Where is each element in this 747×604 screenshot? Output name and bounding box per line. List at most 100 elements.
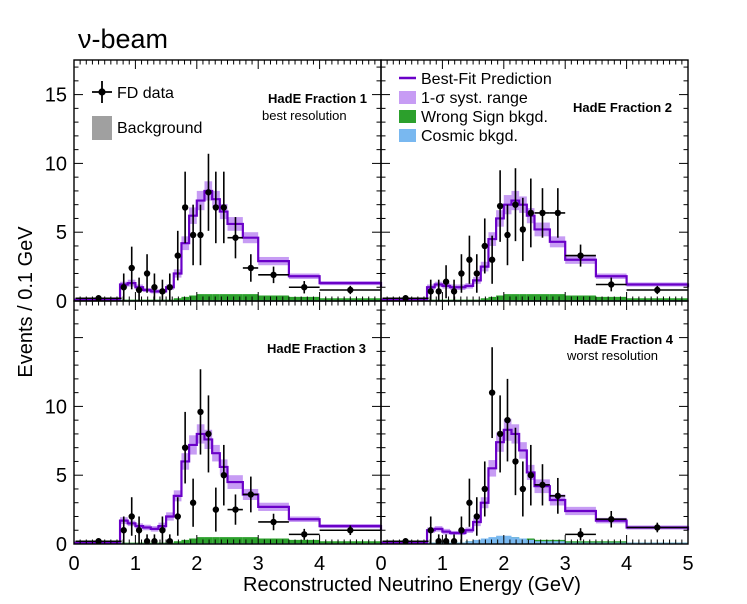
cosmic-bin xyxy=(519,538,527,544)
x-axis-label: Reconstructed Neutrino Energy (GeV) xyxy=(243,574,581,596)
wrong-sign-bin xyxy=(511,294,520,301)
data-point xyxy=(519,226,527,233)
data-point xyxy=(473,513,480,520)
y-tick-label: 5 xyxy=(56,222,67,244)
x-tick-label: 2 xyxy=(191,553,202,575)
x-tick-label: 4 xyxy=(314,553,325,575)
wrong-sign-bin xyxy=(212,537,220,544)
y-tick-label: 0 xyxy=(56,291,67,313)
data-point xyxy=(577,252,584,259)
wrong-sign-bin xyxy=(480,298,489,301)
wrong-sign-bin xyxy=(258,538,289,544)
data-point xyxy=(347,286,354,294)
wrong-sign-bin xyxy=(496,295,504,301)
data-point xyxy=(197,231,204,239)
data-point xyxy=(143,270,151,277)
y-tick-label: 15 xyxy=(45,85,67,107)
wrong-sign-bin xyxy=(196,294,205,301)
data-point xyxy=(435,538,442,545)
data-point xyxy=(189,499,197,506)
data-point xyxy=(512,458,519,465)
cosmic-bin xyxy=(503,535,512,544)
data-point xyxy=(166,284,173,291)
panel-sublabel-1: best resolution xyxy=(262,108,347,123)
wrong-sign-bin xyxy=(595,296,627,301)
cosmic-bin xyxy=(511,537,520,544)
data-point xyxy=(512,201,519,208)
data-point xyxy=(135,527,143,534)
data-point xyxy=(212,506,220,513)
data-point xyxy=(174,252,181,259)
data-point xyxy=(120,284,127,291)
data-point xyxy=(527,209,535,217)
legend-left: FD data Background xyxy=(92,81,202,140)
wrong-sign-bin xyxy=(173,298,182,301)
x-tick-label: 4 xyxy=(621,553,632,575)
data-point xyxy=(135,286,143,294)
data-point xyxy=(654,524,661,531)
data-point xyxy=(189,231,197,239)
legend-syst-swatch xyxy=(399,91,416,104)
legend-background-label: Background xyxy=(117,120,202,137)
wrong-sign-bin xyxy=(189,538,197,544)
wrong-sign-bin xyxy=(565,295,596,301)
data-point xyxy=(577,531,584,538)
x-tick-label: 3 xyxy=(560,553,571,575)
wrong-sign-bin xyxy=(196,537,205,544)
data-point xyxy=(608,281,615,288)
x-tick-label: 3 xyxy=(253,553,264,575)
data-point xyxy=(270,271,277,279)
wrong-sign-bin xyxy=(288,539,320,544)
data-point xyxy=(143,538,151,545)
data-point xyxy=(504,231,511,239)
data-point xyxy=(554,209,562,217)
data-point xyxy=(301,531,308,538)
data-point xyxy=(151,284,158,291)
cosmic-bin xyxy=(465,541,474,544)
figure-title: ν-beam xyxy=(78,24,168,54)
data-point xyxy=(427,527,434,534)
x-tick-label: 2 xyxy=(498,553,509,575)
x-tick-label: 5 xyxy=(682,553,693,575)
legend-cosmic-swatch xyxy=(399,129,416,142)
data-point xyxy=(608,516,615,523)
data-point xyxy=(347,527,354,534)
data-point xyxy=(205,189,212,196)
legend-wrong-sign-swatch xyxy=(399,110,416,123)
data-point xyxy=(427,288,434,295)
data-point xyxy=(466,256,473,263)
wrong-sign-bin xyxy=(219,294,228,301)
x-tick-label: 1 xyxy=(437,553,448,575)
data-point xyxy=(488,389,496,396)
panel-label-3: HadE Fraction 3 xyxy=(267,341,366,356)
data-point xyxy=(488,256,496,263)
data-point xyxy=(442,538,450,545)
x-tick-label: 0 xyxy=(375,553,386,575)
data-point xyxy=(301,284,308,291)
data-point xyxy=(247,491,255,498)
panel-label-1: HadE Fraction 1 xyxy=(268,91,367,106)
wrong-sign-bin xyxy=(204,294,213,301)
data-point xyxy=(539,481,546,489)
legend-cosmic-label: Cosmic bkgd. xyxy=(421,128,518,145)
panel-hade-fraction-1 xyxy=(73,59,383,302)
data-point xyxy=(539,209,546,217)
data-point xyxy=(159,527,166,534)
wrong-sign-bin xyxy=(189,295,197,301)
data-point xyxy=(205,430,212,438)
data-point xyxy=(473,270,480,277)
data-point xyxy=(527,472,535,479)
wrong-sign-bin xyxy=(204,537,213,544)
wrong-sign-bin xyxy=(242,537,259,544)
y-tick-label: 5 xyxy=(56,465,67,487)
data-point xyxy=(128,513,135,520)
data-point xyxy=(181,204,189,211)
cosmic-bin xyxy=(549,541,566,544)
panel-hade-fraction-3 xyxy=(73,300,383,545)
data-point xyxy=(458,270,465,277)
data-point xyxy=(128,264,135,272)
data-point xyxy=(181,444,189,451)
data-point xyxy=(481,485,488,493)
wrong-sign-bin xyxy=(488,296,497,301)
cosmic-bin xyxy=(534,541,550,544)
